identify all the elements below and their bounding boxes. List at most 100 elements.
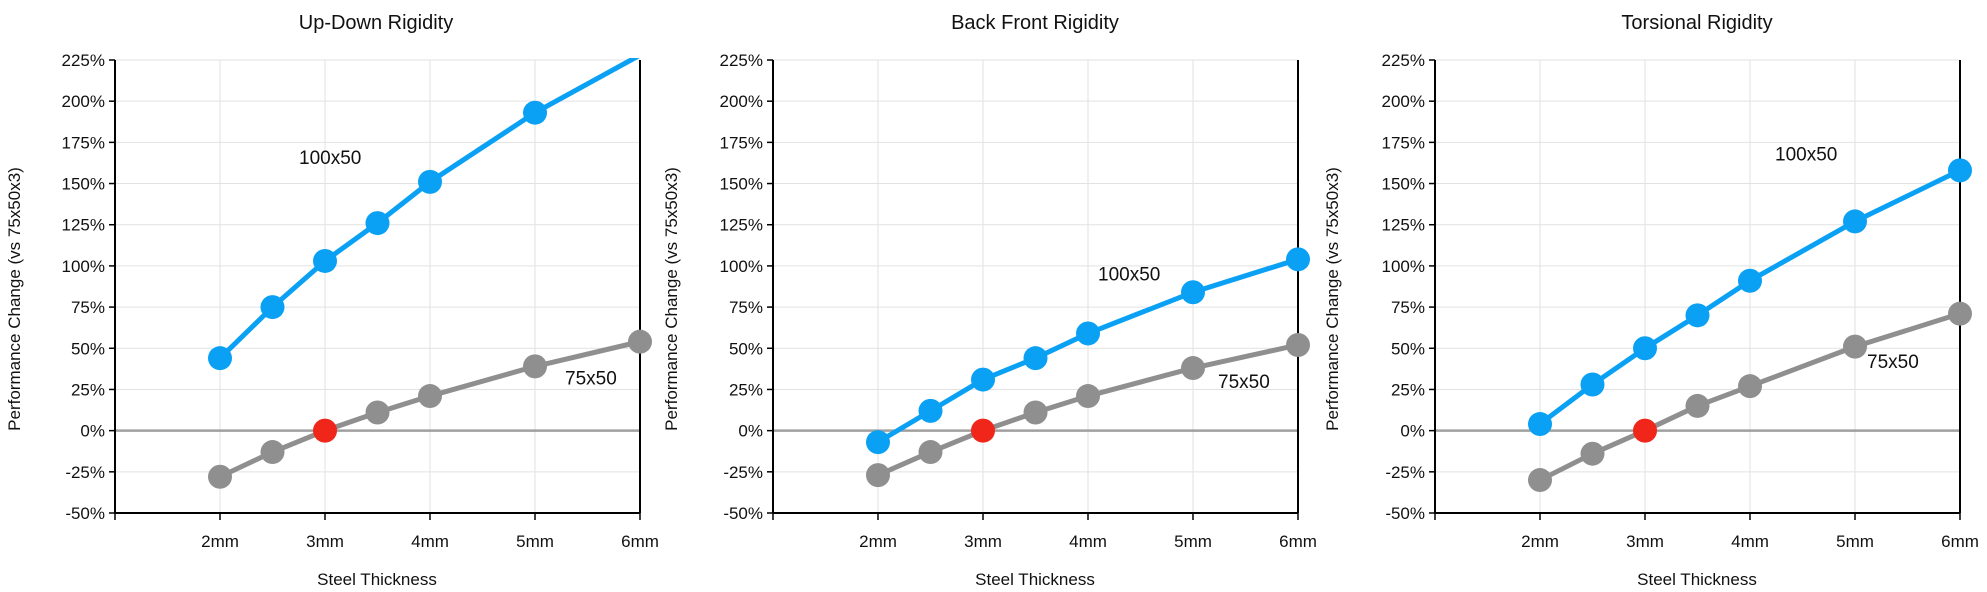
- data-point: [1023, 400, 1048, 425]
- data-point: [1023, 346, 1048, 371]
- chart-torsional-rigidity: Torsional Rigidity Performance Change (v…: [1323, 12, 1979, 589]
- y-tick-label: 50%: [1391, 339, 1425, 358]
- y-tick-label: 225%: [62, 51, 105, 70]
- data-point: [1948, 301, 1972, 326]
- series-label: 100x50: [1775, 144, 1837, 165]
- data-point: [1948, 158, 1972, 183]
- y-tick-label: 200%: [62, 92, 105, 111]
- chart-title: Back Front Rigidity: [951, 12, 1119, 34]
- x-tick-label: 2mm: [859, 532, 897, 551]
- y-tick-label: 125%: [1382, 216, 1425, 235]
- series-75x50: [208, 329, 652, 489]
- x-tick-label: 5mm: [1174, 532, 1212, 551]
- y-tick-label: -25%: [65, 463, 105, 482]
- y-tick-label: 100%: [720, 257, 763, 276]
- data-point: [1580, 372, 1605, 397]
- data-point: [1076, 384, 1100, 409]
- data-point: [418, 169, 442, 194]
- x-axis-label: Steel Thickness: [1637, 570, 1757, 589]
- y-tick-label: 125%: [62, 216, 105, 235]
- series-label: 100x50: [299, 148, 361, 169]
- series-label: 100x50: [1098, 265, 1160, 286]
- x-tick-label: 6mm: [621, 532, 659, 551]
- data-point: [628, 329, 652, 354]
- data-point: [1181, 280, 1205, 305]
- y-tick-label: -25%: [1385, 463, 1425, 482]
- y-tick-label: 25%: [1391, 380, 1425, 399]
- baseline-point: [1633, 418, 1657, 443]
- data-point: [418, 384, 442, 409]
- x-axis-label: Steel Thickness: [317, 570, 437, 589]
- y-tick-label: 25%: [729, 380, 763, 399]
- data-point: [208, 464, 232, 489]
- chart-title: Up-Down Rigidity: [299, 12, 454, 34]
- y-tick-label: 50%: [71, 339, 105, 358]
- series-label: 75x50: [1218, 372, 1270, 393]
- x-tick-label: 4mm: [1731, 532, 1769, 551]
- y-tick-label: 75%: [1391, 298, 1425, 317]
- series-100x50: [866, 247, 1310, 455]
- data-point: [918, 440, 943, 465]
- x-tick-label: 6mm: [1941, 532, 1979, 551]
- data-point: [1580, 441, 1605, 466]
- y-tick-label: 0%: [738, 422, 763, 441]
- data-point: [523, 354, 547, 379]
- y-tick-label: 75%: [71, 298, 105, 317]
- x-tick-label: 3mm: [1626, 532, 1664, 551]
- data-point: [866, 463, 890, 488]
- grid: [115, 59, 641, 514]
- y-tick-label: -50%: [1385, 504, 1425, 523]
- x-tick-label: 5mm: [1836, 532, 1874, 551]
- data-point: [1843, 209, 1867, 234]
- data-point: [365, 211, 390, 236]
- y-tick-label: 175%: [720, 133, 763, 152]
- data-point: [866, 430, 890, 455]
- data-point: [1076, 321, 1100, 346]
- data-point: [260, 295, 285, 320]
- data-point: [1843, 334, 1867, 359]
- x-tick-label: 3mm: [306, 532, 344, 551]
- data-point: [523, 100, 547, 125]
- y-tick-label: 150%: [62, 175, 105, 194]
- y-tick-label: 200%: [1382, 92, 1425, 111]
- data-point: [918, 398, 943, 423]
- x-axis-label: Steel Thickness: [975, 570, 1095, 589]
- data-point: [1685, 393, 1710, 418]
- series-75x50: [866, 332, 1310, 488]
- data-point: [1528, 468, 1552, 493]
- x-tick-label: 4mm: [411, 532, 449, 551]
- chart-up-down-rigidity: Up-Down Rigidity Performance Change (vs …: [5, 12, 659, 589]
- y-tick-label: -25%: [723, 463, 763, 482]
- y-axis-label: Performance Change (vs 75x50x3): [1323, 167, 1342, 431]
- y-tick-label: 50%: [729, 339, 763, 358]
- series-100x50: [1528, 158, 1972, 437]
- data-point: [208, 346, 232, 371]
- data-point: [1286, 247, 1310, 272]
- y-axis-label: Performance Change (vs 75x50x3): [662, 167, 681, 431]
- y-tick-label: 75%: [729, 298, 763, 317]
- y-tick-label: 175%: [1382, 133, 1425, 152]
- y-tick-label: 0%: [80, 422, 105, 441]
- x-tick-label: 2mm: [201, 532, 239, 551]
- series-75x50: [1528, 301, 1972, 493]
- y-tick-label: -50%: [723, 504, 763, 523]
- y-tick-label: 150%: [720, 175, 763, 194]
- grid: [1435, 59, 1961, 514]
- y-tick-label: 225%: [720, 51, 763, 70]
- y-tick-label: 150%: [1382, 175, 1425, 194]
- data-point: [1738, 268, 1762, 293]
- data-point: [313, 248, 337, 273]
- series-label: 75x50: [565, 369, 617, 390]
- data-point: [1685, 303, 1710, 328]
- data-point: [1528, 412, 1552, 437]
- y-tick-label: 175%: [62, 133, 105, 152]
- y-axis-label: Performance Change (vs 75x50x3): [5, 167, 24, 431]
- data-point: [971, 367, 995, 392]
- y-tick-label: 125%: [720, 216, 763, 235]
- y-tick-label: 25%: [71, 380, 105, 399]
- y-tick-label: 100%: [1382, 257, 1425, 276]
- series-label: 75x50: [1867, 352, 1919, 373]
- baseline-point: [313, 418, 337, 443]
- x-tick-label: 6mm: [1279, 532, 1317, 551]
